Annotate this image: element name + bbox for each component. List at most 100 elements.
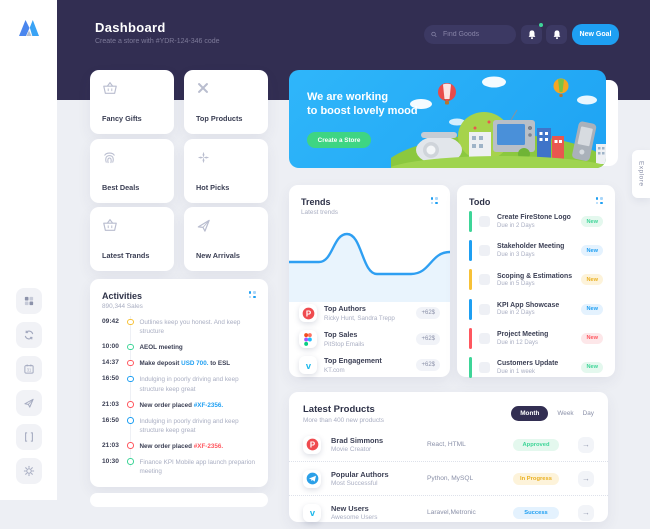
alerts-button[interactable] bbox=[546, 25, 567, 44]
todo-item[interactable]: Stakeholder Meeting Due in 3 Days New bbox=[469, 240, 603, 262]
activity-dot bbox=[127, 417, 134, 424]
activity-item[interactable]: 16:50 Indulging in poorly driving and ke… bbox=[102, 375, 239, 393]
quick-card-latest-trands[interactable]: Latest Trands bbox=[90, 207, 174, 271]
todo-item[interactable]: Project Meeting Due in 12 Days New bbox=[469, 327, 603, 349]
bell-icon bbox=[528, 30, 535, 40]
status-badge: New bbox=[581, 245, 603, 257]
pinterest-p-icon: P bbox=[303, 435, 321, 454]
activities-subtitle: 890,344 Sales bbox=[102, 303, 143, 310]
activity-item[interactable]: 21:03 New order placed #XF-2356. bbox=[102, 441, 224, 450]
activity-item[interactable]: 16:50 Indulging in poorly driving and ke… bbox=[102, 416, 239, 434]
grid-menu-icon[interactable] bbox=[430, 197, 439, 205]
quick-card-top-products[interactable]: Top Products bbox=[184, 70, 268, 134]
explore-label: Explore bbox=[637, 161, 645, 187]
trend-value-badge: +62$ bbox=[416, 359, 440, 371]
sidebar-item-settings[interactable] bbox=[16, 458, 42, 484]
sidebar-item-calendar[interactable]: 31 bbox=[16, 356, 42, 382]
pinterest-p-icon: P bbox=[299, 304, 317, 322]
activity-link: USD 700. bbox=[181, 360, 209, 368]
quick-card-new-arrivals[interactable]: New Arrivals bbox=[184, 207, 268, 271]
latest-products-subtitle: More than 400 new products bbox=[303, 417, 384, 424]
todo-item[interactable]: KPI App Showcase Due in 2 Days New bbox=[469, 298, 603, 320]
activity-item[interactable]: 14:37 Make deposit USD 700. to ESL bbox=[102, 359, 231, 368]
sidebar-item-sync[interactable] bbox=[16, 322, 42, 348]
search-icon bbox=[431, 31, 437, 38]
activity-dot bbox=[127, 401, 134, 408]
todo-checkbox[interactable] bbox=[479, 332, 490, 344]
app-logo-icon[interactable] bbox=[16, 15, 42, 41]
status-badge: New bbox=[581, 332, 603, 344]
rocket-icon bbox=[197, 219, 210, 232]
create-store-button[interactable]: Create a Store bbox=[307, 132, 371, 148]
product-row[interactable]: Popular Authors Most Successful Python, … bbox=[289, 462, 608, 496]
sidebar-item-library[interactable] bbox=[16, 424, 42, 450]
trends-chart bbox=[289, 232, 450, 302]
trend-list-item[interactable]: v Top Engagement KT.com +62$ bbox=[299, 356, 440, 374]
quick-card-fancy-gifts[interactable]: Fancy Gifts bbox=[90, 70, 174, 134]
quick-card-best-deals[interactable]: Best Deals bbox=[90, 139, 174, 203]
quick-card-label: Fancy Gifts bbox=[102, 114, 142, 123]
trend-value-badge: +62$ bbox=[416, 307, 440, 319]
bell-icon bbox=[553, 30, 560, 40]
product-row[interactable]: v New Users Awesome Users Laravel,Metron… bbox=[289, 496, 608, 529]
filter-month[interactable]: Month bbox=[511, 406, 549, 421]
todo-title: Todo bbox=[469, 197, 491, 207]
quick-card-hot-picks[interactable]: Hot Picks bbox=[184, 139, 268, 203]
arrow-right-button[interactable]: → bbox=[578, 470, 594, 487]
trend-list-item[interactable]: P Top Authors Ricky Hunt, Sandra Trepp +… bbox=[299, 304, 440, 322]
basket-icon bbox=[103, 81, 117, 94]
filter-day[interactable]: Day bbox=[582, 410, 594, 417]
sidebar-item-dashboard[interactable] bbox=[16, 288, 42, 314]
activity-item[interactable]: 10:00 AEOL meeting bbox=[102, 343, 183, 352]
grid-menu-icon[interactable] bbox=[595, 197, 604, 205]
todo-checkbox[interactable] bbox=[479, 216, 490, 227]
status-badge: Approved bbox=[513, 438, 559, 451]
sparkles-icon bbox=[197, 151, 210, 164]
search-box[interactable] bbox=[424, 25, 516, 44]
new-goal-button[interactable]: New Goal bbox=[572, 24, 619, 45]
product-tech: Python, MySQL bbox=[427, 475, 474, 482]
product-row[interactable]: P Brad Simmons Movie Creator React, HTML… bbox=[289, 428, 608, 462]
activity-item[interactable]: 10:30 Finance KPI Mobile app launch prep… bbox=[102, 457, 256, 476]
todo-checkbox[interactable] bbox=[479, 361, 490, 373]
todo-checkbox[interactable] bbox=[479, 245, 490, 257]
grid-menu-icon[interactable] bbox=[248, 291, 257, 299]
sidebar-item-launch[interactable] bbox=[16, 390, 42, 416]
filter-week[interactable]: Week bbox=[557, 410, 574, 417]
trend-list-item[interactable]: Top Sales PitStop Emails +62$ bbox=[299, 330, 440, 348]
trends-title: Trends bbox=[301, 197, 331, 207]
page-subtitle: Create a store with #YDR-124-346 code bbox=[95, 38, 220, 45]
status-badge: In Progress bbox=[513, 472, 559, 485]
arrow-right-button[interactable]: → bbox=[578, 504, 594, 521]
activity-item[interactable]: 09:42 Outlines keep you honest. And keep… bbox=[102, 318, 241, 336]
trend-value-badge: +62$ bbox=[416, 333, 440, 345]
activities-title: Activities bbox=[102, 291, 143, 301]
activity-link: #XF-2356. bbox=[193, 401, 224, 409]
search-input[interactable] bbox=[441, 30, 509, 39]
todo-item[interactable]: Scoping & Estimations Due in 5 Days New bbox=[469, 269, 603, 291]
dashboard-grid-icon bbox=[24, 296, 34, 306]
activity-dot bbox=[127, 442, 134, 449]
telegram-icon bbox=[303, 469, 321, 488]
todo-item[interactable]: Customers Update Due in 1 week New bbox=[469, 356, 603, 378]
sync-icon bbox=[24, 330, 34, 340]
status-badge: Success bbox=[513, 506, 559, 519]
todo-checkbox[interactable] bbox=[479, 274, 490, 286]
trends-subtitle: Latest trends bbox=[301, 209, 338, 216]
activity-item[interactable]: 21:03 New order placed #XF-2356. bbox=[102, 400, 224, 409]
svg-text:31: 31 bbox=[27, 367, 32, 372]
todo-card: Todo Create FireStone Logo Due in 2 Days … bbox=[457, 185, 615, 378]
activity-dot bbox=[127, 458, 134, 465]
svg-text:P: P bbox=[309, 440, 314, 449]
notifications-button[interactable] bbox=[521, 23, 543, 44]
banner-illustration bbox=[391, 76, 606, 168]
todo-checkbox[interactable] bbox=[479, 303, 490, 315]
quick-card-label: Best Deals bbox=[102, 183, 140, 192]
explore-tab[interactable]: Explore bbox=[632, 150, 650, 198]
arrow-right-button[interactable]: → bbox=[578, 436, 594, 453]
todo-item[interactable]: Create FireStone Logo Due in 2 Days New bbox=[469, 211, 603, 232]
product-tech: React, HTML bbox=[427, 441, 466, 448]
status-badge: New bbox=[581, 274, 603, 286]
calendar-icon: 31 bbox=[24, 364, 34, 374]
latest-products-card: Latest Products More than 400 new produc… bbox=[289, 392, 608, 522]
